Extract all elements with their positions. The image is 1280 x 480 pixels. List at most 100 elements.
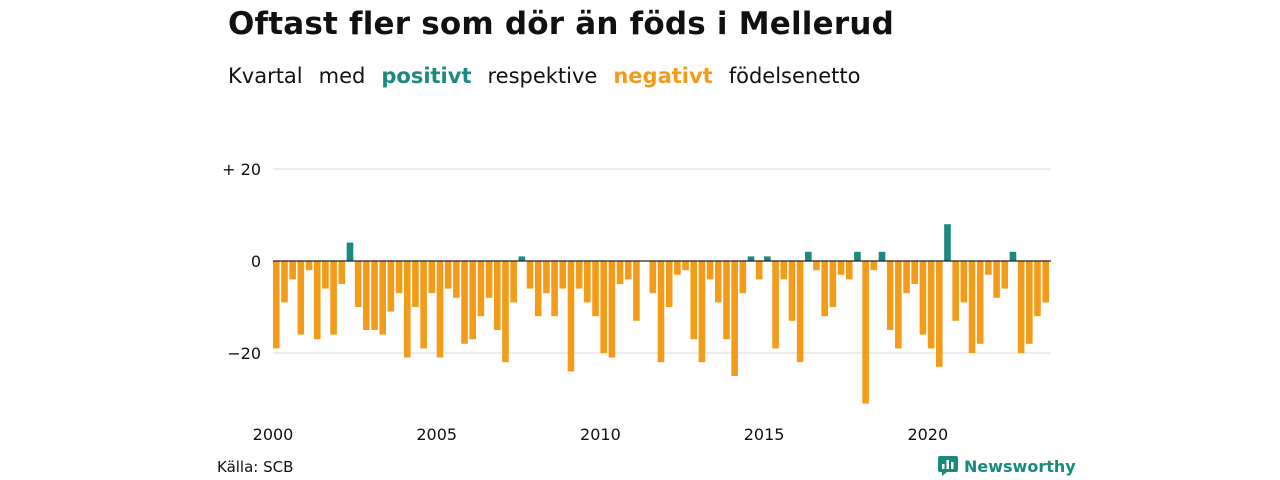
bar [747,256,755,261]
x-tick-label: 2020 [907,425,948,444]
subtitle-positive-label: positivt [381,64,472,88]
bar [682,261,689,271]
bar [477,261,485,317]
bar [1026,261,1033,344]
bar [387,261,395,312]
bar [911,261,919,284]
subtitle-word-2: med [318,64,366,88]
bar [952,261,959,321]
bar [436,261,444,358]
brand-name: Newsworthy [964,456,1076,476]
bar [575,261,583,289]
bar [780,261,788,280]
bar [985,261,992,275]
bar [1017,261,1025,353]
bar [935,261,943,367]
bar [665,261,673,307]
bar [412,261,419,307]
bar [968,261,976,353]
bar [322,261,329,289]
bar [346,242,354,261]
bar [657,261,665,363]
x-tick-label: 2000 [253,425,294,444]
bar [608,261,616,358]
bar [993,261,1000,298]
bar [755,261,763,280]
bar [674,261,681,275]
bar [944,224,951,261]
bar [461,261,468,344]
bar [788,261,796,321]
chart-subtitle: Kvartal med positivt respektive negativt… [228,64,876,88]
bar [854,251,861,261]
bar [633,261,640,321]
bar [829,261,837,307]
bar [584,261,591,303]
bar [976,261,984,344]
bar [1001,261,1009,289]
bar [698,261,706,363]
subtitle-word-1: Kvartal [228,64,303,88]
bar [714,261,722,303]
bar [281,261,288,303]
bar [453,261,460,298]
bar [534,261,542,317]
bar [862,261,869,404]
bar [420,261,427,349]
bar [886,261,894,330]
y-tick-label: + 20 [222,160,261,179]
bar [796,261,804,363]
bar [764,256,771,261]
bar [821,261,828,317]
bar [354,261,362,307]
bar [927,261,935,349]
bar [690,261,698,340]
subtitle-negative-label: negativt [613,64,713,88]
bar [960,261,968,303]
bar [592,261,599,317]
bar [494,261,501,330]
bar [600,261,607,353]
bar [469,261,477,340]
bar [551,261,558,317]
bar [1042,261,1049,303]
bar [723,261,730,340]
bar [731,261,738,376]
newsworthy-logo-icon [938,456,958,476]
bar [813,261,820,271]
subtitle-word-4: respektive [487,64,598,88]
source-note: Källa: SCB [217,458,294,476]
bar [403,261,411,358]
bar [428,261,436,294]
bar [837,261,845,275]
bar [371,261,378,330]
bar [1034,261,1041,317]
bar [805,251,812,261]
bar [502,261,509,363]
bar [543,261,550,294]
bar [363,261,370,330]
subtitle-word-6: födelsenetto [728,64,861,88]
x-tick-label: 2010 [580,425,621,444]
y-tick-label: −20 [227,344,261,363]
bar [919,261,927,335]
x-tick-label: 2015 [744,425,785,444]
bar [273,261,280,349]
bar [845,261,853,280]
bar [878,251,886,261]
y-tick-label: 0 [251,252,261,271]
bar [772,261,779,349]
bar [444,261,452,289]
bar [567,261,575,372]
bar [289,261,296,280]
bar [379,261,386,335]
bar [510,261,517,303]
brand-logo: Newsworthy [938,456,1076,476]
bar [518,256,526,261]
bar [649,261,657,294]
bar [338,261,346,284]
bar [706,261,714,280]
bar [559,261,567,289]
bar [395,261,403,294]
